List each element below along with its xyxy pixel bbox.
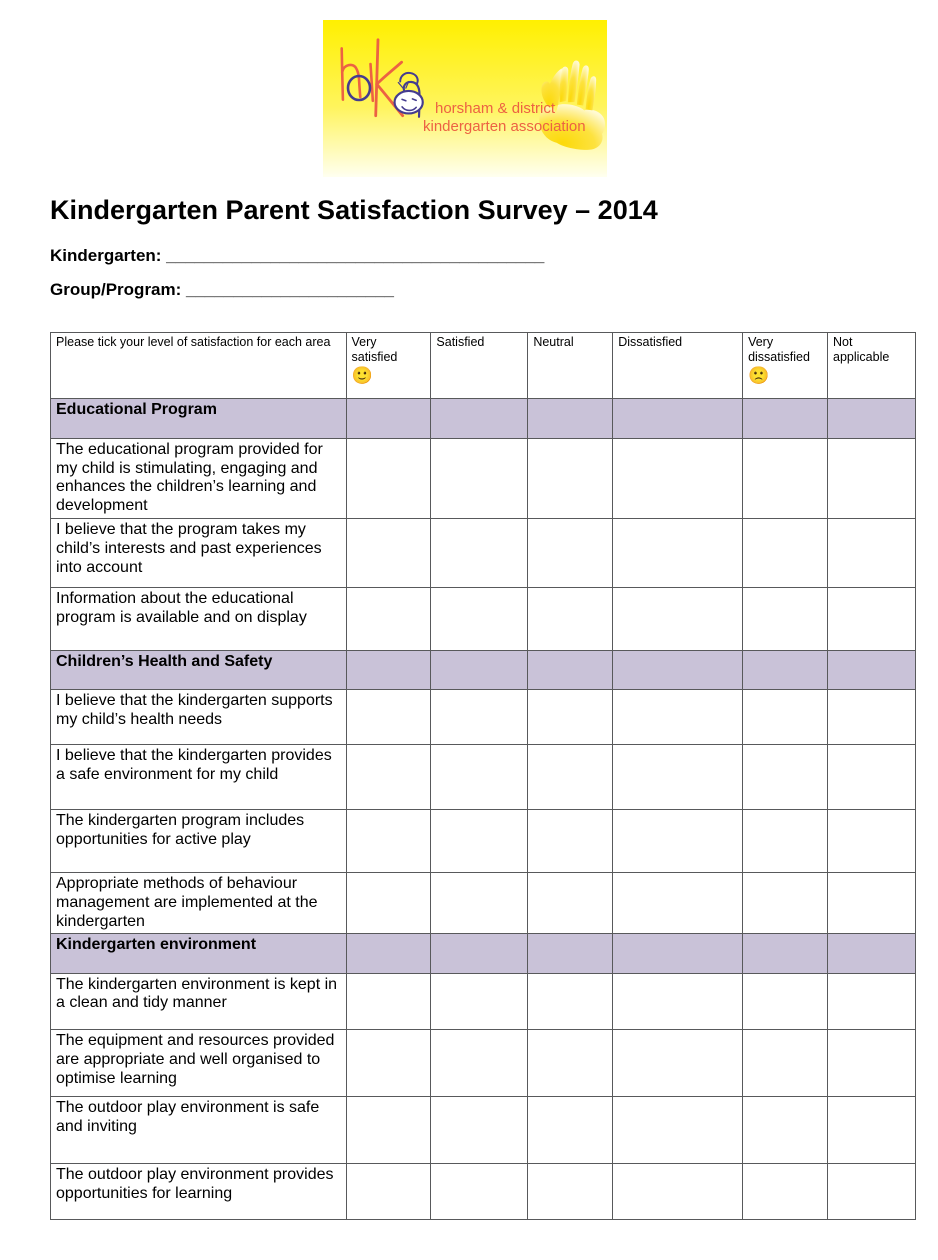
svg-text:kindergarten association: kindergarten association <box>423 118 586 135</box>
svg-text:horsham & district: horsham & district <box>435 100 556 117</box>
